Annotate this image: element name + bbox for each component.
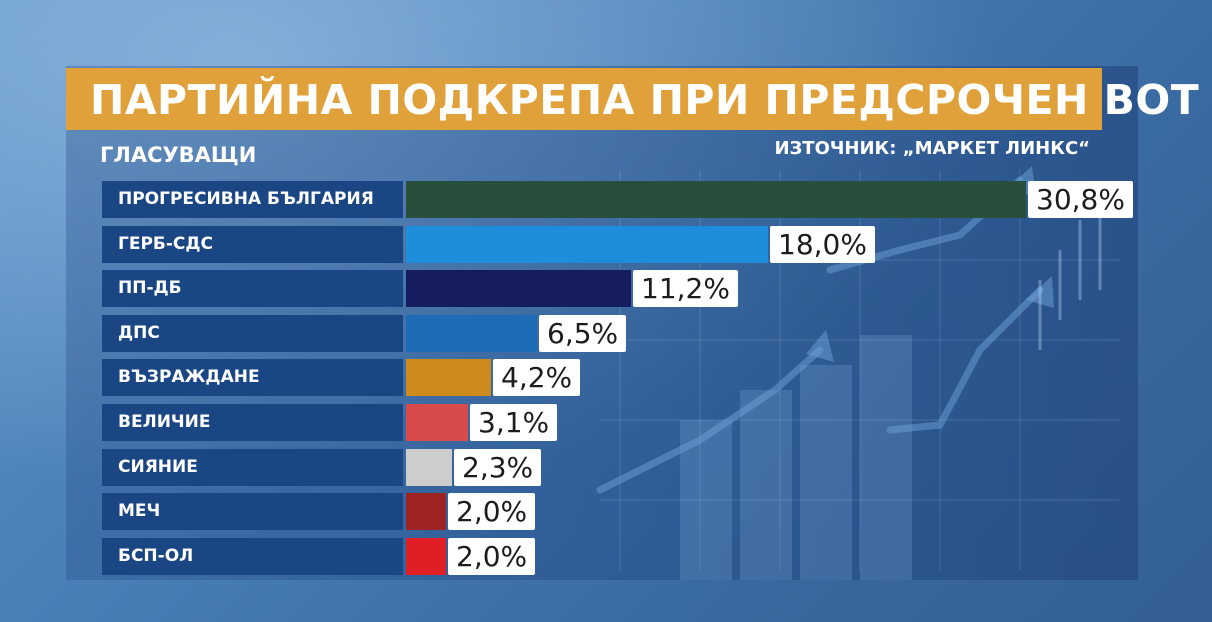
bar — [406, 315, 537, 352]
bar — [406, 359, 491, 396]
bar-value-label: 2,3% — [454, 449, 542, 486]
bar-value-label: 30,8% — [1028, 181, 1133, 218]
bar-category-label: ВЪЗРАЖДАНЕ — [102, 359, 403, 396]
bar-value-label: 2,0% — [448, 538, 536, 575]
bar-category-label: СИЯНИЕ — [102, 449, 403, 486]
bar-category-label: ГЕРБ-СДС — [102, 226, 403, 263]
bar-value-label: 18,0% — [770, 226, 875, 263]
bar-value-label: 6,5% — [539, 315, 627, 352]
bar — [406, 449, 452, 486]
title-band — [66, 68, 1102, 130]
bar-value-label: 2,0% — [448, 493, 536, 530]
bar — [406, 270, 631, 307]
bar-category-label: БСП-ОЛ — [102, 538, 403, 575]
bar-category-label: ДПС — [102, 315, 403, 352]
bar-value-label: 3,1% — [470, 404, 558, 441]
bar — [406, 493, 446, 530]
bar-value-label: 4,2% — [493, 359, 581, 396]
chart-title: ПАРТИЙНА ПОДКРЕПА ПРИ ПРЕДСРОЧЕН ВОТ — [90, 76, 1200, 124]
bar-category-label: ВЕЛИЧИЕ — [102, 404, 403, 441]
chart-subtitle: ГЛАСУВАЩИ — [100, 143, 257, 167]
bar-value-label: 11,2% — [633, 270, 738, 307]
bar-category-label: МЕЧ — [102, 493, 403, 530]
source-credit: ИЗТОЧНИК: „МАРКЕТ ЛИНКС“ — [774, 138, 1090, 159]
bar-category-label: ПП-ДБ — [102, 270, 403, 307]
bar — [406, 404, 468, 441]
bar — [406, 226, 768, 263]
bar — [406, 181, 1026, 218]
bar-category-label: ПРОГРЕСИВНА БЪЛГАРИЯ — [102, 181, 403, 218]
bar — [406, 538, 446, 575]
